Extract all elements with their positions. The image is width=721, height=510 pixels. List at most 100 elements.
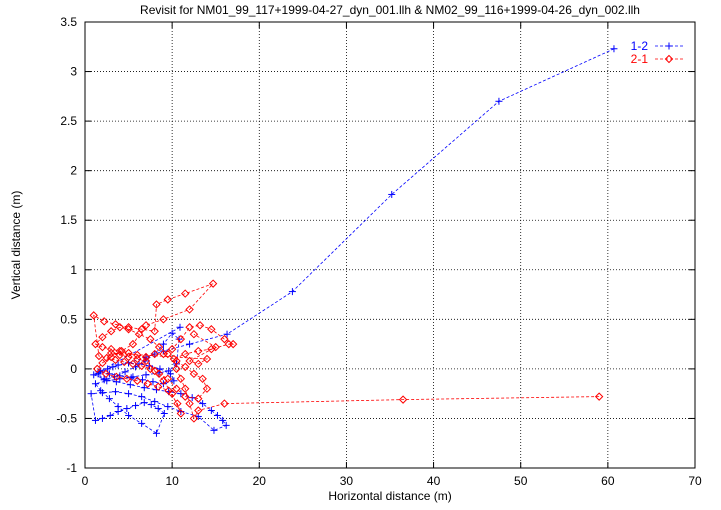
data-point bbox=[132, 402, 140, 410]
data-point bbox=[181, 289, 190, 298]
data-point bbox=[170, 377, 178, 385]
data-point bbox=[173, 399, 182, 408]
data-point bbox=[87, 390, 95, 398]
data-point bbox=[149, 378, 157, 386]
legend-entry: 2-1 bbox=[631, 52, 683, 66]
data-point bbox=[159, 376, 168, 385]
data-point bbox=[141, 352, 151, 362]
data-point bbox=[172, 356, 181, 366]
series-2-1 bbox=[89, 279, 604, 423]
data-point bbox=[152, 429, 160, 437]
data-point bbox=[124, 352, 133, 362]
data-point bbox=[594, 392, 604, 401]
data-point bbox=[150, 366, 159, 376]
x-tick-label: 10 bbox=[165, 474, 179, 488]
data-point bbox=[198, 374, 207, 384]
data-point bbox=[91, 380, 99, 388]
data-point bbox=[388, 190, 396, 198]
data-point bbox=[138, 419, 146, 427]
data-point bbox=[137, 361, 146, 371]
series-layer bbox=[87, 45, 618, 437]
data-point bbox=[181, 362, 190, 372]
data-point bbox=[222, 421, 230, 429]
data-point bbox=[185, 323, 194, 332]
data-point bbox=[98, 358, 107, 368]
data-point bbox=[140, 399, 148, 407]
data-point bbox=[141, 356, 151, 366]
data-point bbox=[154, 342, 164, 352]
data-point bbox=[133, 354, 142, 364]
data-point bbox=[122, 374, 132, 384]
data-point bbox=[210, 426, 218, 434]
data-point bbox=[153, 382, 163, 391]
data-point bbox=[199, 400, 207, 408]
data-point bbox=[109, 363, 117, 371]
x-tick-label: 20 bbox=[253, 474, 267, 488]
legend: 1-22-1 bbox=[631, 39, 683, 66]
y-tick-label: -0.5 bbox=[56, 411, 77, 425]
data-point bbox=[194, 394, 203, 403]
data-point bbox=[160, 409, 168, 417]
x-axis-label: Horizontal distance (m) bbox=[328, 489, 451, 503]
data-point bbox=[163, 349, 172, 359]
data-point bbox=[98, 342, 107, 352]
data-point bbox=[176, 323, 184, 331]
data-point bbox=[167, 344, 177, 354]
data-point bbox=[163, 374, 172, 384]
data-point bbox=[111, 320, 120, 329]
data-point bbox=[165, 367, 173, 375]
data-point bbox=[194, 359, 203, 369]
data-point bbox=[125, 390, 133, 398]
data-point bbox=[168, 329, 176, 337]
data-point bbox=[98, 414, 106, 422]
data-point bbox=[172, 364, 181, 374]
legend-label: 2-1 bbox=[631, 52, 649, 66]
y-tick-label: 2.5 bbox=[60, 114, 77, 128]
data-point bbox=[223, 330, 231, 338]
data-point bbox=[189, 414, 199, 423]
data-point bbox=[123, 405, 131, 413]
data-point bbox=[101, 369, 111, 379]
data-point bbox=[176, 409, 186, 418]
data-point bbox=[398, 395, 408, 404]
x-tick-label: 50 bbox=[514, 474, 528, 488]
data-point bbox=[147, 401, 155, 409]
data-point bbox=[146, 364, 155, 374]
series-1-2 bbox=[87, 45, 618, 437]
data-point bbox=[128, 339, 138, 349]
data-point bbox=[195, 321, 205, 330]
data-point bbox=[150, 349, 159, 359]
data-point bbox=[495, 97, 503, 105]
grid-layer bbox=[85, 22, 695, 468]
data-point bbox=[219, 416, 227, 424]
legend-marker bbox=[664, 54, 674, 64]
data-point bbox=[112, 388, 119, 396]
data-point bbox=[128, 359, 138, 369]
data-point bbox=[91, 416, 99, 424]
data-point bbox=[202, 384, 212, 393]
y-tick-label: 0 bbox=[70, 362, 77, 376]
data-point bbox=[100, 376, 108, 384]
data-point bbox=[137, 325, 146, 334]
y-tick-label: 0.5 bbox=[60, 312, 77, 326]
data-point bbox=[172, 384, 181, 393]
data-point bbox=[106, 327, 116, 336]
data-point bbox=[220, 334, 229, 344]
data-point bbox=[116, 372, 124, 380]
data-point bbox=[176, 334, 186, 344]
data-point bbox=[138, 393, 146, 401]
data-point bbox=[114, 361, 122, 369]
x-tick-label: 30 bbox=[340, 474, 354, 488]
data-point bbox=[106, 348, 116, 358]
data-point bbox=[152, 300, 161, 309]
data-point bbox=[610, 45, 618, 53]
data-point bbox=[189, 329, 199, 339]
data-point bbox=[106, 352, 116, 362]
data-point bbox=[133, 376, 142, 385]
data-point bbox=[207, 325, 216, 334]
data-point bbox=[129, 373, 137, 381]
data-point bbox=[185, 399, 194, 408]
chart-title: Revisit for NM01_99_117+1999-04-27_dyn_0… bbox=[140, 3, 640, 17]
